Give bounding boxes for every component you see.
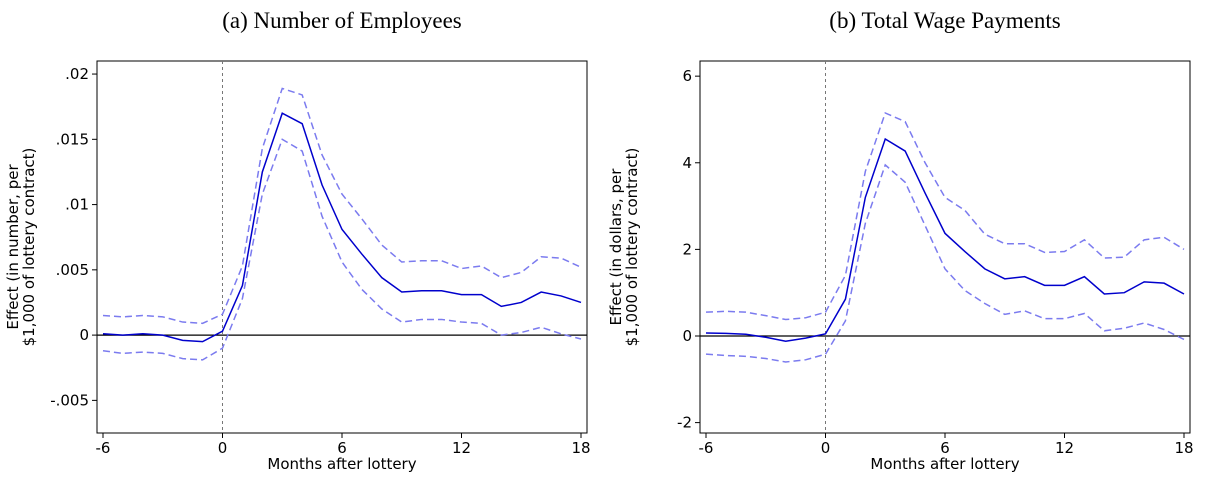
y-tick-label: 2	[682, 240, 692, 258]
ci-line	[705, 163, 1185, 363]
y-tick-label: 0	[79, 326, 89, 344]
y-tick-label: .01	[65, 196, 89, 214]
y-tick-label: -.005	[50, 391, 89, 409]
ci-line	[102, 138, 582, 361]
y-tick-label: .02	[65, 65, 89, 83]
x-tick-label: 6	[337, 439, 347, 457]
chart-title: (b) Total Wage Payments	[829, 8, 1060, 33]
x-axis-label: Months after lottery	[267, 455, 416, 473]
x-tick-label: 0	[218, 439, 228, 457]
y-tick-label: 0	[682, 327, 692, 345]
y-axis-label: Effect (in dollars, per	[607, 168, 625, 326]
y-axis-label: $1,000 of lottery contract)	[20, 148, 38, 347]
estimate-line	[705, 137, 1185, 342]
x-tick-label: -6	[699, 439, 714, 457]
x-tick-label: 0	[821, 439, 831, 457]
plot-frame	[96, 60, 588, 434]
x-tick-label: 6	[940, 439, 950, 457]
y-tick-label: .005	[56, 261, 89, 279]
y-axis-label: $1,000 of lottery contract)	[623, 148, 641, 347]
x-tick-label: 18	[571, 439, 590, 457]
chart-title: (a) Number of Employees	[222, 8, 462, 33]
y-tick-label: 4	[682, 154, 692, 172]
x-tick-label: 12	[452, 439, 471, 457]
y-tick-label: 6	[682, 67, 692, 85]
y-axis-label: Effect (in number, per	[4, 164, 22, 330]
plot-frame	[699, 60, 1191, 434]
y-tick-label: .015	[56, 130, 89, 148]
x-tick-label: -6	[96, 439, 111, 457]
ci-line	[102, 87, 582, 325]
x-tick-label: 12	[1055, 439, 1074, 457]
x-tick-label: 18	[1174, 439, 1193, 457]
x-axis-label: Months after lottery	[870, 455, 1019, 473]
estimate-line	[102, 112, 582, 343]
y-tick-label: -2	[677, 414, 692, 432]
ci-line	[705, 111, 1185, 321]
